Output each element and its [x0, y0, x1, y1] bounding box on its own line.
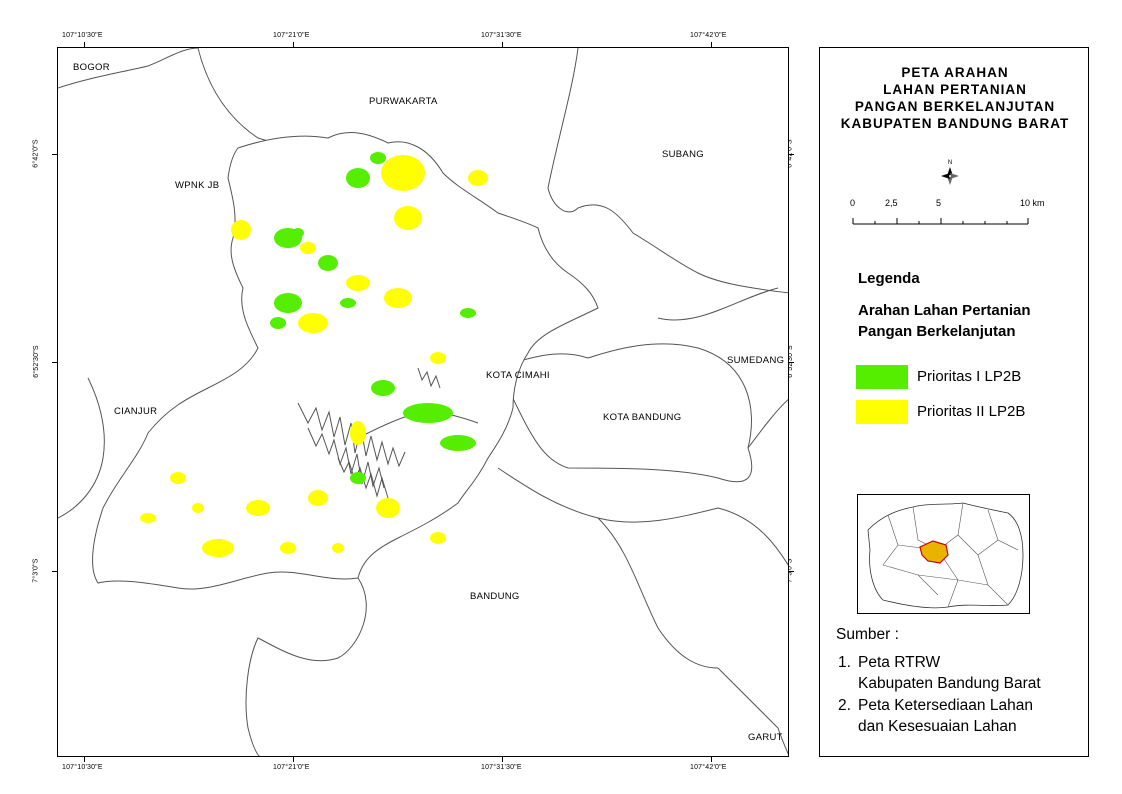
- district-boundary-bogor: [58, 48, 199, 89]
- legend-heading: Legenda: [858, 270, 920, 287]
- scale-label-5: 5: [936, 198, 942, 208]
- label-subang: SUBANG: [662, 149, 704, 160]
- legend-subheading-line-1: Arahan Lahan Pertanian: [858, 302, 1031, 319]
- district-boundary-east: [657, 287, 779, 321]
- source-heading: Sumber :: [836, 626, 899, 643]
- legend-subheading-line-2: Pangan Berkelanjutan: [858, 323, 1016, 340]
- legend-label-prioritas-ii: Prioritas II LP2B: [917, 403, 1026, 420]
- prioritas-ii-areas: [140, 155, 488, 557]
- coord-top-4: 107°42'0"E: [690, 32, 727, 39]
- label-wpnk-jb: WPNK JB: [175, 180, 220, 191]
- district-boundary-sumedang: [747, 399, 788, 449]
- svg-text:N: N: [948, 160, 952, 166]
- coord-bottom-3: 107°31'30"E: [481, 764, 522, 771]
- inset-highlight-area: [919, 540, 949, 564]
- label-kota-cimahi: KOTA CIMAHI: [486, 370, 550, 381]
- district-boundary-kota-bandung: [497, 343, 753, 483]
- scale-label-2-5: 2,5: [885, 198, 898, 208]
- legend-panel: PETA ARAHAN LAHAN PERTANIAN PANGAN BERKE…: [819, 47, 1089, 757]
- title-line-1: PETA ARAHAN: [901, 65, 1009, 80]
- kbb-boundary: [92, 132, 599, 590]
- coord-bottom-1: 107°10'30"E: [62, 764, 103, 771]
- coord-bottom-2: 107°21'0"E: [273, 764, 310, 771]
- map-canvas: [58, 48, 788, 756]
- legend-subheading: Arahan Lahan Pertanian Pangan Berkelanju…: [858, 300, 1031, 342]
- scale-label-0: 0: [850, 198, 856, 208]
- label-garut: GARUT: [748, 732, 783, 743]
- district-boundary-southeast: [497, 467, 788, 566]
- coord-bottom-4: 107°42'0"E: [690, 764, 727, 771]
- legend-swatch-prioritas-ii: [856, 400, 908, 424]
- district-boundary-purwakarta: [547, 48, 579, 213]
- scale-bar: 0 2,5 5 10 km: [850, 198, 1070, 232]
- label-cianjur: CIANJUR: [114, 406, 158, 417]
- map-title: PETA ARAHAN LAHAN PERTANIAN PANGAN BERKE…: [820, 64, 1090, 132]
- coord-top-1: 107°10'30"E: [62, 32, 103, 39]
- title-line-4: KABUPATEN BANDUNG BARAT: [840, 116, 1070, 131]
- district-boundary-north: [197, 48, 329, 149]
- coord-left-2: 6°52'30"S: [32, 345, 40, 378]
- north-arrow-icon: N: [932, 158, 968, 194]
- scale-label-10: 10 km: [1020, 198, 1045, 208]
- coord-top-3: 107°31'30"E: [481, 32, 522, 39]
- legend-label-prioritas-i: Prioritas I LP2B: [917, 368, 1022, 385]
- label-bogor: BOGOR: [73, 62, 110, 73]
- map-frame[interactable]: BOGOR PURWAKARTA SUBANG WPNK JB CIANJUR …: [57, 47, 789, 757]
- coord-top-2: 107°21'0"E: [273, 32, 310, 39]
- legend-swatch-prioritas-i: [856, 365, 908, 389]
- source-item-2: 2. Peta Ketersediaan Lahan dan Kesesuaian…: [838, 697, 1033, 735]
- coord-left-3: 7°3'0"S: [32, 558, 40, 583]
- label-bandung: BANDUNG: [470, 591, 520, 602]
- title-line-2: LAHAN PERTANIAN: [883, 82, 1027, 97]
- coord-left-1: 6°42'0"S: [32, 139, 40, 168]
- district-boundary-bandung-south: [245, 577, 367, 756]
- label-sumedang: SUMEDANG: [727, 355, 785, 366]
- source-item-1: 1. Peta RTRW Kabupaten Bandung Barat: [838, 654, 1041, 692]
- label-purwakarta: PURWAKARTA: [369, 96, 438, 107]
- district-boundary-garut: [717, 667, 788, 755]
- title-line-3: PANGAN BERKELANJUTAN: [854, 99, 1056, 114]
- prioritas-i-areas: [270, 152, 476, 484]
- label-kota-bandung: KOTA BANDUNG: [603, 412, 682, 423]
- district-boundary-bandung-east: [597, 517, 719, 669]
- district-boundary-cianjur: [58, 377, 105, 519]
- inset-locator-map: [857, 494, 1030, 614]
- district-boundary-subang: [577, 204, 788, 294]
